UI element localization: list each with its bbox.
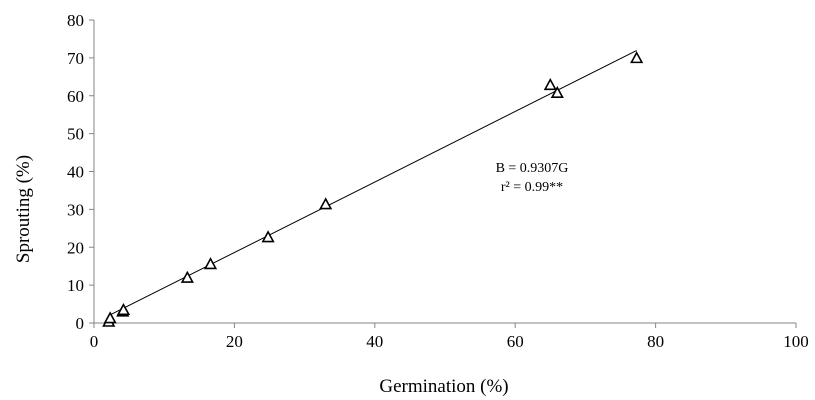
x-axis-title: Germination (%) <box>379 376 508 397</box>
x-tick-label: 0 <box>90 332 99 351</box>
x-tick-label: 40 <box>366 332 383 351</box>
data-point <box>203 257 218 270</box>
y-tick-label: 10 <box>67 276 84 295</box>
y-tick-label: 20 <box>67 238 84 257</box>
data-point <box>319 197 333 210</box>
y-tick-label: 80 <box>67 11 84 30</box>
trendline <box>108 50 637 317</box>
y-axis-title: Sprouting (%) <box>13 155 34 263</box>
data-point <box>103 311 117 324</box>
y-tick-label: 50 <box>67 125 84 144</box>
x-tick-label: 20 <box>226 332 243 351</box>
r-squared-label: r² = 0.99** <box>501 180 563 195</box>
y-tick-label: 0 <box>76 314 85 333</box>
data-point <box>116 302 131 316</box>
y-tick-label: 30 <box>67 200 84 219</box>
x-tick-label: 100 <box>783 332 809 351</box>
data-point <box>543 77 557 91</box>
y-tick-label: 40 <box>67 163 84 182</box>
data-point <box>261 230 275 243</box>
data-point <box>180 270 194 283</box>
data-point <box>550 85 564 99</box>
x-tick-label: 60 <box>507 332 524 351</box>
y-tick-label: 70 <box>67 49 84 68</box>
regression-equation: B = 0.9307G <box>496 161 569 176</box>
x-tick-label: 80 <box>647 332 664 351</box>
y-tick-label: 60 <box>67 87 84 106</box>
plot-area: 0 10 20 30 40 50 60 70 80 0 20 40 60 80 100 <box>67 11 809 351</box>
data-point <box>630 51 644 64</box>
